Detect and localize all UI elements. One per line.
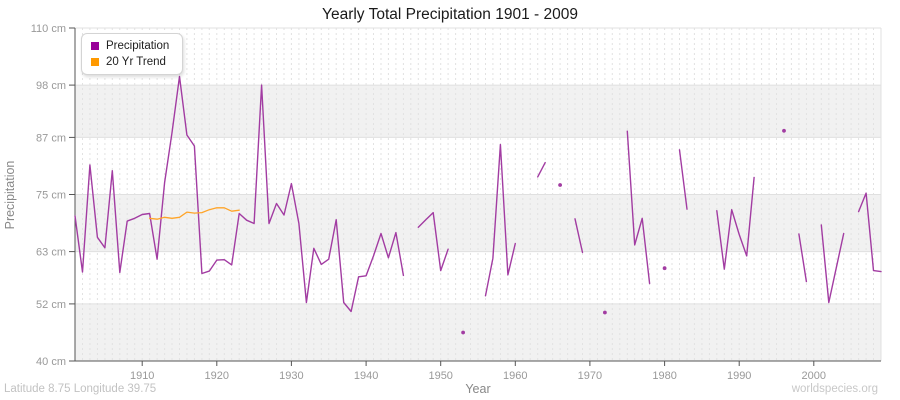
y-tick-label: 75 cm: [36, 190, 66, 202]
y-tick-label: 63 cm: [36, 247, 66, 259]
data-point-precipitation: [782, 128, 786, 133]
chart-title: Yearly Total Precipitation 1901 - 2009: [322, 6, 578, 23]
x-tick-label: 1920: [205, 370, 229, 382]
data-point-precipitation: [662, 266, 667, 271]
series-line-precipitation: [574, 218, 584, 254]
data-point-precipitation: [603, 310, 607, 315]
series-line-precipitation: [678, 149, 688, 210]
y-tick-label: 98 cm: [36, 80, 66, 92]
series-line-precipitation: [417, 211, 449, 272]
x-tick-label: 1940: [354, 370, 378, 382]
y-axis-label: Precipitation: [3, 160, 17, 230]
trend-swatch-icon: [91, 58, 99, 66]
x-tick-label: 1950: [428, 370, 452, 382]
series-line-precipitation: [857, 192, 882, 273]
series-line-precipitation: [484, 143, 516, 297]
plot-band: [75, 303, 881, 361]
data-point-precipitation: [558, 183, 562, 187]
x-tick-label: 1980: [652, 370, 676, 382]
series-line-precipitation: [798, 233, 808, 283]
y-tick-label: 87 cm: [36, 132, 66, 144]
coordinates-caption: Latitude 8.75 Longitude 39.75: [4, 383, 157, 395]
x-tick-label: 1930: [279, 370, 303, 382]
legend-label-trend: 20 Yr Trend: [106, 56, 166, 68]
legend-item-trend: 20 Yr Trend: [91, 54, 169, 70]
x-axis-label: Year: [465, 382, 491, 396]
x-tick-label: 1960: [503, 370, 527, 382]
series-line-precipitation: [74, 75, 405, 313]
x-tick-label: 2000: [802, 370, 826, 382]
legend-item-precipitation: Precipitation: [91, 38, 169, 54]
x-tick-label: 1910: [130, 370, 154, 382]
y-tick-label: 40 cm: [36, 356, 66, 368]
series-line-precipitation: [716, 176, 755, 270]
legend-label-precipitation: Precipitation: [106, 40, 170, 52]
series-line-precipitation: [626, 130, 651, 285]
series-line-precipitation: [537, 161, 546, 178]
data-point-precipitation: [461, 330, 465, 335]
y-tick-label: 52 cm: [36, 299, 66, 311]
legend: Precipitation 20 Yr Trend: [81, 33, 184, 75]
source-caption: worldspecies.org: [791, 383, 878, 395]
x-tick-label: 1990: [727, 370, 751, 382]
y-tick-label: 110 cm: [31, 23, 66, 35]
series-line-20-yr-trend: [148, 207, 240, 220]
series-line-precipitation: [820, 224, 845, 304]
precipitation-swatch-icon: [91, 42, 99, 50]
x-tick-label: 1970: [578, 370, 602, 382]
